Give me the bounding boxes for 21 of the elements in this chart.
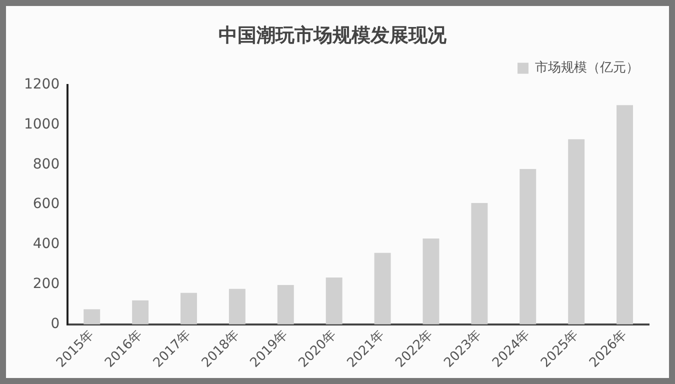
legend-label: 市场规模（亿元） — [535, 60, 639, 76]
y-tick-label: 600 — [32, 196, 60, 212]
bar — [84, 309, 100, 324]
bar — [228, 288, 246, 324]
y-tick-label: 0 — [50, 316, 60, 332]
y-tick-label: 1200 — [24, 76, 60, 92]
bar — [422, 238, 440, 324]
y-tick-label: 200 — [32, 276, 60, 292]
bar — [132, 300, 149, 324]
bar — [471, 202, 488, 324]
y-tick-label: 1000 — [24, 116, 60, 132]
y-tick-label: 400 — [32, 236, 60, 252]
bar — [326, 277, 342, 324]
bar — [277, 285, 294, 324]
chart-title: 中国潮玩市场规模发展现况 — [218, 24, 448, 46]
bar — [374, 252, 391, 324]
bar — [616, 105, 634, 324]
bar — [520, 169, 536, 324]
bar — [568, 139, 585, 324]
bar — [180, 292, 197, 324]
y-tick-label: 800 — [32, 156, 60, 172]
